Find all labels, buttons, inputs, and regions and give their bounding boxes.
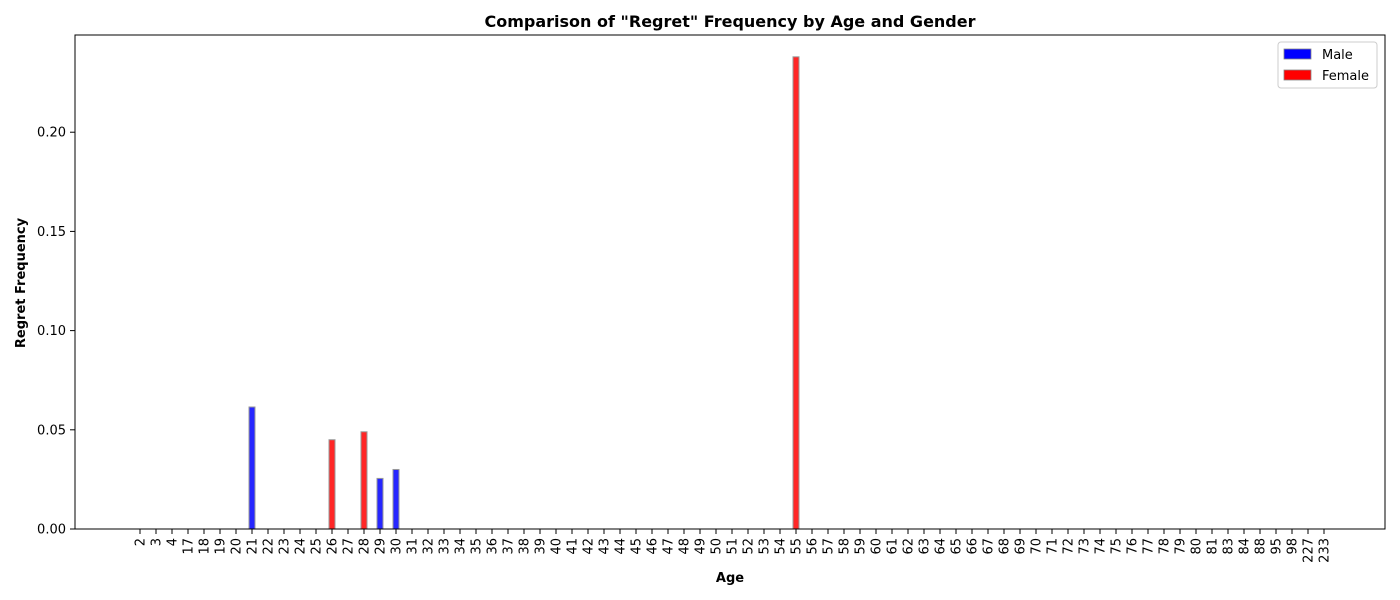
legend: Male Female [1277, 41, 1378, 89]
x-tick-label: 18 [198, 538, 213, 555]
legend-label-female: Female [1322, 69, 1369, 84]
x-tick-label: 45 [630, 538, 645, 555]
x-tick-label: 53 [758, 538, 773, 555]
x-tick-label: 62 [902, 538, 917, 555]
x-tick-label: 74 [1094, 538, 1109, 555]
x-tick-label: 34 [454, 538, 469, 555]
x-tick-label: 47 [662, 538, 677, 555]
x-tick-label: 39 [534, 538, 549, 555]
x-tick-label: 35 [470, 538, 485, 555]
x-tick-label: 44 [614, 538, 629, 555]
x-ticks-group: 2 3 4 17 18 19 20 21 22 23 24 25 26 27 28 29 30 31 32 33 34 3… [134, 529, 1333, 563]
x-tick-label: 72 [1062, 538, 1077, 555]
bar-female-age-26 [328, 439, 336, 530]
x-tick-label: 58 [838, 538, 853, 555]
x-tick-label: 25 [310, 538, 325, 555]
y-ticks-group: 0.00 0.05 0.10 0.15 0.20 [37, 126, 75, 538]
x-tick-label: 41 [566, 538, 581, 555]
x-tick-label: 26 [326, 538, 341, 555]
plot-frame [74, 34, 1386, 530]
x-tick-label: 84 [1238, 538, 1253, 555]
x-tick-label: 20 [230, 538, 245, 555]
legend-swatch-female [1283, 69, 1312, 81]
x-tick-label: 98 [1286, 538, 1301, 555]
bar-female-age-28 [360, 431, 368, 530]
x-tick-label: 60 [870, 538, 885, 555]
bars-group [248, 56, 800, 530]
y-tick-label: 0.20 [37, 126, 66, 141]
x-tick-label: 48 [678, 538, 693, 555]
x-tick-label: 54 [774, 538, 789, 555]
bar-female-age-55 [792, 56, 800, 530]
x-tick-label: 32 [422, 538, 437, 555]
x-tick-label: 23 [278, 538, 293, 555]
y-tick-label: 0.00 [37, 523, 66, 538]
x-tick-label: 49 [694, 538, 709, 555]
x-tick-label: 19 [214, 538, 229, 555]
x-tick-label: 43 [598, 538, 613, 555]
y-tick-label: 0.15 [37, 225, 66, 240]
x-tick-label: 63 [918, 538, 933, 555]
x-tick-label: 95 [1270, 538, 1285, 555]
x-tick-label: 73 [1078, 538, 1093, 555]
x-tick-label: 29 [374, 538, 389, 555]
x-tick-label: 67 [982, 538, 997, 555]
x-tick-label: 70 [1030, 538, 1045, 555]
x-tick-label: 233 [1318, 538, 1333, 563]
x-tick-label: 24 [294, 538, 309, 555]
x-tick-label: 4 [166, 538, 181, 546]
x-tick-label: 64 [934, 538, 949, 555]
x-tick-label: 17 [182, 538, 197, 555]
x-axis-label: Age [716, 571, 744, 586]
legend-swatch-male [1283, 48, 1312, 60]
x-tick-label: 37 [502, 538, 517, 555]
x-tick-label: 42 [582, 538, 597, 555]
x-tick-label: 52 [742, 538, 757, 555]
x-tick-label: 78 [1158, 538, 1173, 555]
x-tick-label: 81 [1206, 538, 1221, 555]
x-tick-label: 46 [646, 538, 661, 555]
x-tick-label: 76 [1126, 538, 1141, 555]
x-tick-label: 79 [1174, 538, 1189, 555]
x-tick-label: 50 [710, 538, 725, 555]
x-tick-label: 31 [406, 538, 421, 555]
bar-male-age-29 [376, 477, 384, 530]
x-tick-label: 22 [262, 538, 277, 555]
x-tick-label: 28 [358, 538, 373, 555]
x-tick-label: 36 [486, 538, 501, 555]
x-tick-label: 38 [518, 538, 533, 555]
x-tick-label: 61 [886, 538, 901, 555]
x-tick-label: 51 [726, 538, 741, 555]
x-tick-label: 69 [1014, 538, 1029, 555]
x-tick-label: 77 [1142, 538, 1157, 555]
y-tick-label: 0.10 [37, 324, 66, 339]
x-tick-label: 59 [854, 538, 869, 555]
x-tick-label: 56 [806, 538, 821, 555]
x-tick-label: 80 [1190, 538, 1205, 555]
x-tick-label: 88 [1254, 538, 1269, 555]
x-tick-label: 30 [390, 538, 405, 555]
y-axis-label: Regret Frequency [14, 217, 29, 348]
x-tick-label: 71 [1046, 538, 1061, 555]
x-tick-label: 65 [950, 538, 965, 555]
y-tick-label: 0.05 [37, 423, 66, 438]
legend-label-male: Male [1322, 48, 1353, 63]
x-tick-label: 21 [246, 538, 261, 555]
x-tick-label: 55 [790, 538, 805, 555]
x-tick-label: 3 [150, 538, 165, 546]
bar-male-age-21 [248, 406, 256, 530]
x-tick-label: 83 [1222, 538, 1237, 555]
x-tick-label: 57 [822, 538, 837, 555]
x-tick-label: 2 [134, 538, 149, 546]
x-tick-label: 68 [998, 538, 1013, 555]
x-tick-label: 75 [1110, 538, 1125, 555]
x-tick-label: 227 [1302, 538, 1317, 563]
x-tick-label: 40 [550, 538, 565, 555]
bar-male-age-30 [392, 468, 400, 530]
x-tick-label: 27 [342, 538, 357, 555]
chart-title: Comparison of "Regret" Frequency by Age … [485, 12, 976, 31]
x-tick-label: 66 [966, 538, 981, 555]
x-tick-label: 33 [438, 538, 453, 555]
